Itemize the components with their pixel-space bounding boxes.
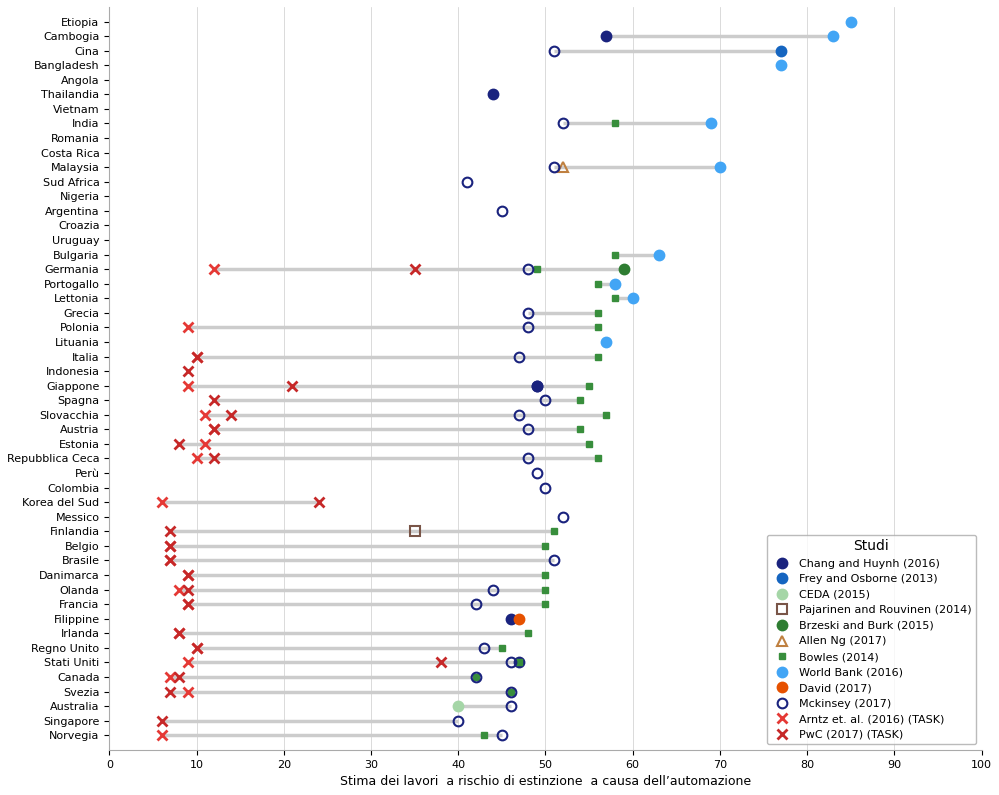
X-axis label: Stima dei lavori  a rischio di estinzione  a causa dell’automazione: Stima dei lavori a rischio di estinzione… bbox=[340, 775, 751, 788]
Legend: Chang and Huynh (2016), Frey and Osborne (2013), CEDA (2015), Pajarinen and Rouv: Chang and Huynh (2016), Frey and Osborne… bbox=[766, 535, 976, 744]
